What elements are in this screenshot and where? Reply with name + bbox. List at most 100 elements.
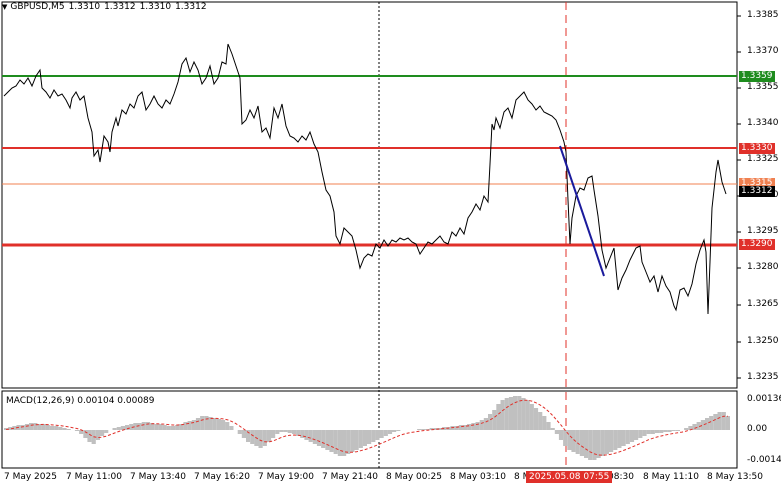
- macd-bar: [129, 424, 134, 430]
- macd-bar: [95, 430, 100, 440]
- low-value: 1.3310: [139, 2, 172, 12]
- time-tick: 7 May 2025: [4, 472, 57, 482]
- time-tick: 7 May 21:40: [322, 472, 378, 482]
- macd-bar: [325, 430, 330, 450]
- macd-bar: [49, 426, 55, 430]
- collapse-arrow-icon[interactable]: ▼: [2, 3, 8, 11]
- macd-bar: [41, 424, 46, 430]
- macd-bar: [596, 430, 601, 458]
- orange-level-tag: 1.3315: [739, 178, 775, 189]
- close-value: 1.3312: [175, 2, 207, 12]
- macd-bar: [492, 410, 497, 430]
- macd-bar: [525, 400, 530, 430]
- macd-bar: [346, 430, 351, 454]
- macd-bar: [567, 430, 572, 450]
- macd-bar: [617, 430, 622, 448]
- macd-bar: [58, 427, 63, 430]
- macd-bar: [642, 430, 647, 436]
- macd-bar: [671, 430, 676, 431]
- trend-line[interactable]: [559, 145, 605, 277]
- macd-bar: [379, 430, 384, 438]
- macd-bar: [125, 425, 130, 430]
- macd-bar: [137, 423, 142, 430]
- macd-bar: [667, 430, 672, 432]
- macd-bar: [517, 396, 522, 430]
- macd-bar: [208, 417, 213, 430]
- macd-bar: [500, 400, 505, 430]
- macd-bar: [350, 430, 355, 452]
- time-tick: 7 May 19:00: [258, 472, 314, 482]
- macd-tick: 0.00: [747, 424, 768, 434]
- macd-bar: [609, 430, 614, 452]
- macd-bar: [454, 426, 459, 430]
- macd-bar: [688, 426, 693, 430]
- macd-bar: [29, 423, 34, 430]
- macd-bar: [467, 424, 472, 430]
- macd-bar: [183, 422, 188, 430]
- macd-bar: [175, 425, 180, 430]
- macd-bar: [54, 426, 59, 430]
- macd-bar: [204, 416, 209, 430]
- macd-bar: [392, 430, 397, 432]
- macd-bar: [592, 430, 597, 460]
- macd-bar: [417, 429, 422, 430]
- macd-bar: [262, 430, 267, 446]
- macd-bar: [629, 430, 635, 442]
- macd-bar: [87, 430, 92, 442]
- macd-bar: [383, 430, 388, 436]
- macd-bar: [229, 426, 234, 430]
- macd-bar: [304, 430, 309, 440]
- macd-bar: [112, 428, 117, 430]
- macd-bar: [613, 430, 618, 450]
- macd-bar: [133, 423, 138, 430]
- upper-red-level-tag: 1.3330: [739, 143, 775, 154]
- macd-bar: [216, 419, 221, 430]
- macd-bar: [141, 422, 146, 430]
- macd-bar: [362, 430, 367, 446]
- macd-bar: [521, 398, 526, 430]
- macd-bar: [496, 404, 501, 430]
- macd-bar: [291, 430, 297, 434]
- macd-bar: [600, 430, 605, 456]
- high-value: 1.3312: [104, 2, 136, 12]
- macd-bar: [483, 418, 488, 430]
- macd-bar: [504, 398, 509, 430]
- macd-bar: [634, 430, 639, 440]
- macd-bar: [166, 426, 171, 430]
- macd-bar: [479, 420, 484, 430]
- time-tick: 8 May 00:25: [386, 472, 442, 482]
- time-tick: 8 May 03:10: [450, 472, 506, 482]
- chart-header: ▼ GBPUSD,M5 1.3310 1.3312 1.3310 1.3312: [2, 2, 211, 12]
- macd-bar: [725, 416, 730, 430]
- price-tick: 1.3340: [747, 118, 779, 128]
- macd-bar: [12, 426, 17, 430]
- macd-bar: [271, 430, 276, 438]
- crosshair-time-label: 2025.05.08 07:55: [526, 471, 613, 483]
- time-tick: 8 M: [514, 472, 531, 482]
- price-panel: [1, 1, 738, 389]
- macd-bar: [316, 430, 322, 446]
- price-tick: 1.3235: [747, 372, 779, 382]
- macd-tick: -0.0014: [747, 455, 781, 465]
- macd-bar: [321, 430, 326, 448]
- macd-bar: [625, 430, 630, 444]
- macd-bar: [200, 416, 205, 430]
- macd-bar: [542, 416, 547, 430]
- time-tick: 7 May 16:20: [194, 472, 250, 482]
- macd-bar: [437, 428, 443, 430]
- macd-label: MACD(12,26,9) 0.00104 0.00089: [6, 396, 155, 406]
- macd-bar: [508, 397, 514, 430]
- price-tick: 1.3280: [747, 262, 779, 272]
- macd-bar: [191, 420, 196, 430]
- macd-bar: [116, 427, 121, 430]
- macd-bar: [79, 430, 84, 434]
- macd-bar: [396, 430, 401, 431]
- macd-bar: [463, 425, 468, 430]
- time-tick: 08:30: [608, 472, 634, 482]
- macd-bar: [588, 430, 593, 460]
- macd-bar: [563, 430, 568, 446]
- macd-bar: [692, 424, 697, 430]
- macd-bar: [650, 430, 655, 434]
- macd-bar: [179, 424, 184, 430]
